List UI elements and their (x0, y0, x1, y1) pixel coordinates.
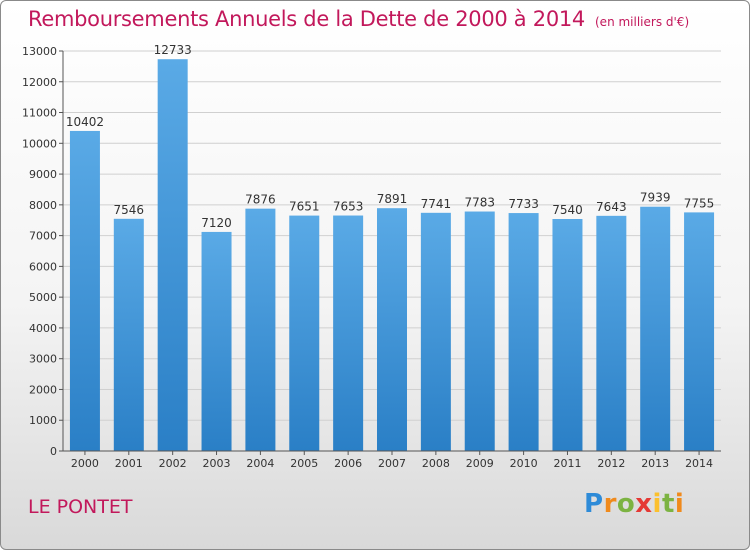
y-tick-label: 7000 (29, 230, 57, 243)
data-label-2007: 7891 (377, 192, 408, 206)
data-label-2000: 10402 (66, 115, 104, 129)
y-tick-label: 10000 (22, 137, 57, 150)
y-tick-label: 8000 (29, 199, 57, 212)
y-tick-label: 11000 (22, 107, 57, 120)
logo-letter: P (584, 489, 604, 519)
y-tick-label: 0 (50, 445, 57, 458)
data-label-2011: 7540 (552, 203, 583, 217)
x-tick-label-2009: 2009 (466, 457, 494, 470)
bar-2005 (289, 215, 320, 451)
y-tick-label: 1000 (29, 414, 57, 427)
bar-2000 (69, 130, 100, 451)
data-label-2009: 7783 (464, 196, 495, 210)
bar-2001 (113, 218, 144, 451)
labels: 0 1000 2000 3000 4000 5000 6000 7000 8000 9000 100… (22, 43, 714, 470)
y-tick-label: 6000 (29, 260, 57, 273)
y-tick-label: 9000 (29, 168, 57, 181)
data-label-2006: 7653 (333, 200, 364, 214)
bars (69, 59, 715, 451)
bar-2014 (684, 212, 715, 451)
logo-letter: i (674, 489, 685, 519)
x-tick-label-2006: 2006 (334, 457, 362, 470)
x-tick-label-2007: 2007 (378, 457, 406, 470)
bar-2008 (420, 212, 451, 451)
bar-2009 (464, 211, 495, 451)
bar-2007 (377, 208, 407, 451)
x-tick-label-2011: 2011 (553, 457, 581, 470)
x-tick-label-2013: 2013 (641, 457, 669, 470)
data-label-2013: 7939 (640, 191, 671, 205)
x-tick-label-2008: 2008 (422, 457, 450, 470)
data-label-2001: 7546 (114, 203, 145, 217)
x-tick-label-2004: 2004 (246, 457, 274, 470)
x-tick-label-2012: 2012 (597, 457, 625, 470)
data-label-2008: 7741 (421, 197, 452, 211)
logo-letter: r (603, 489, 617, 519)
place-name: LE PONTET (28, 496, 133, 518)
y-tick-label: 4000 (29, 322, 57, 335)
bar-2012 (596, 215, 627, 451)
data-label-2004: 7876 (245, 193, 276, 207)
axes (59, 50, 721, 455)
y-tick-label: 3000 (29, 353, 57, 366)
proxiti-logo: Proxiti (584, 489, 684, 519)
bar-2013 (640, 206, 671, 451)
x-tick-label-2001: 2001 (115, 457, 143, 470)
bar-2011 (552, 219, 583, 451)
chart-title: Remboursements Annuels de la Dette de 20… (28, 7, 689, 31)
x-tick-label-2003: 2003 (203, 457, 231, 470)
y-tick-label: 2000 (29, 383, 57, 396)
data-label-2014: 7755 (684, 196, 715, 210)
logo-letter: x (635, 489, 653, 519)
data-label-2003: 7120 (201, 216, 232, 230)
y-tick-label: 12000 (22, 76, 57, 89)
bar-2006 (333, 215, 364, 451)
data-label-2005: 7651 (289, 200, 320, 214)
logo-letter: i (652, 489, 662, 519)
y-tick-label: 13000 (22, 45, 57, 58)
x-tick-label-2005: 2005 (290, 457, 318, 470)
logo-letter: t (661, 489, 675, 519)
bar-2003 (201, 231, 232, 451)
y-tick-label: 5000 (29, 291, 57, 304)
title-unit: (en milliers d'€) (595, 15, 690, 29)
x-tick-label-2014: 2014 (685, 457, 713, 470)
data-label-2012: 7643 (596, 200, 627, 214)
bar-2002 (157, 59, 188, 451)
x-tick-label-2000: 2000 (71, 457, 99, 470)
bar-2004 (245, 208, 276, 451)
title-text: Remboursements Annuels de la Dette de 20… (28, 7, 585, 31)
data-label-2010: 7733 (508, 197, 539, 211)
x-tick-label-2010: 2010 (510, 457, 538, 470)
logo-letter: o (616, 489, 636, 519)
bar-2010 (508, 213, 539, 451)
data-label-2002: 12733 (154, 43, 192, 57)
x-tick-label-2002: 2002 (159, 457, 187, 470)
